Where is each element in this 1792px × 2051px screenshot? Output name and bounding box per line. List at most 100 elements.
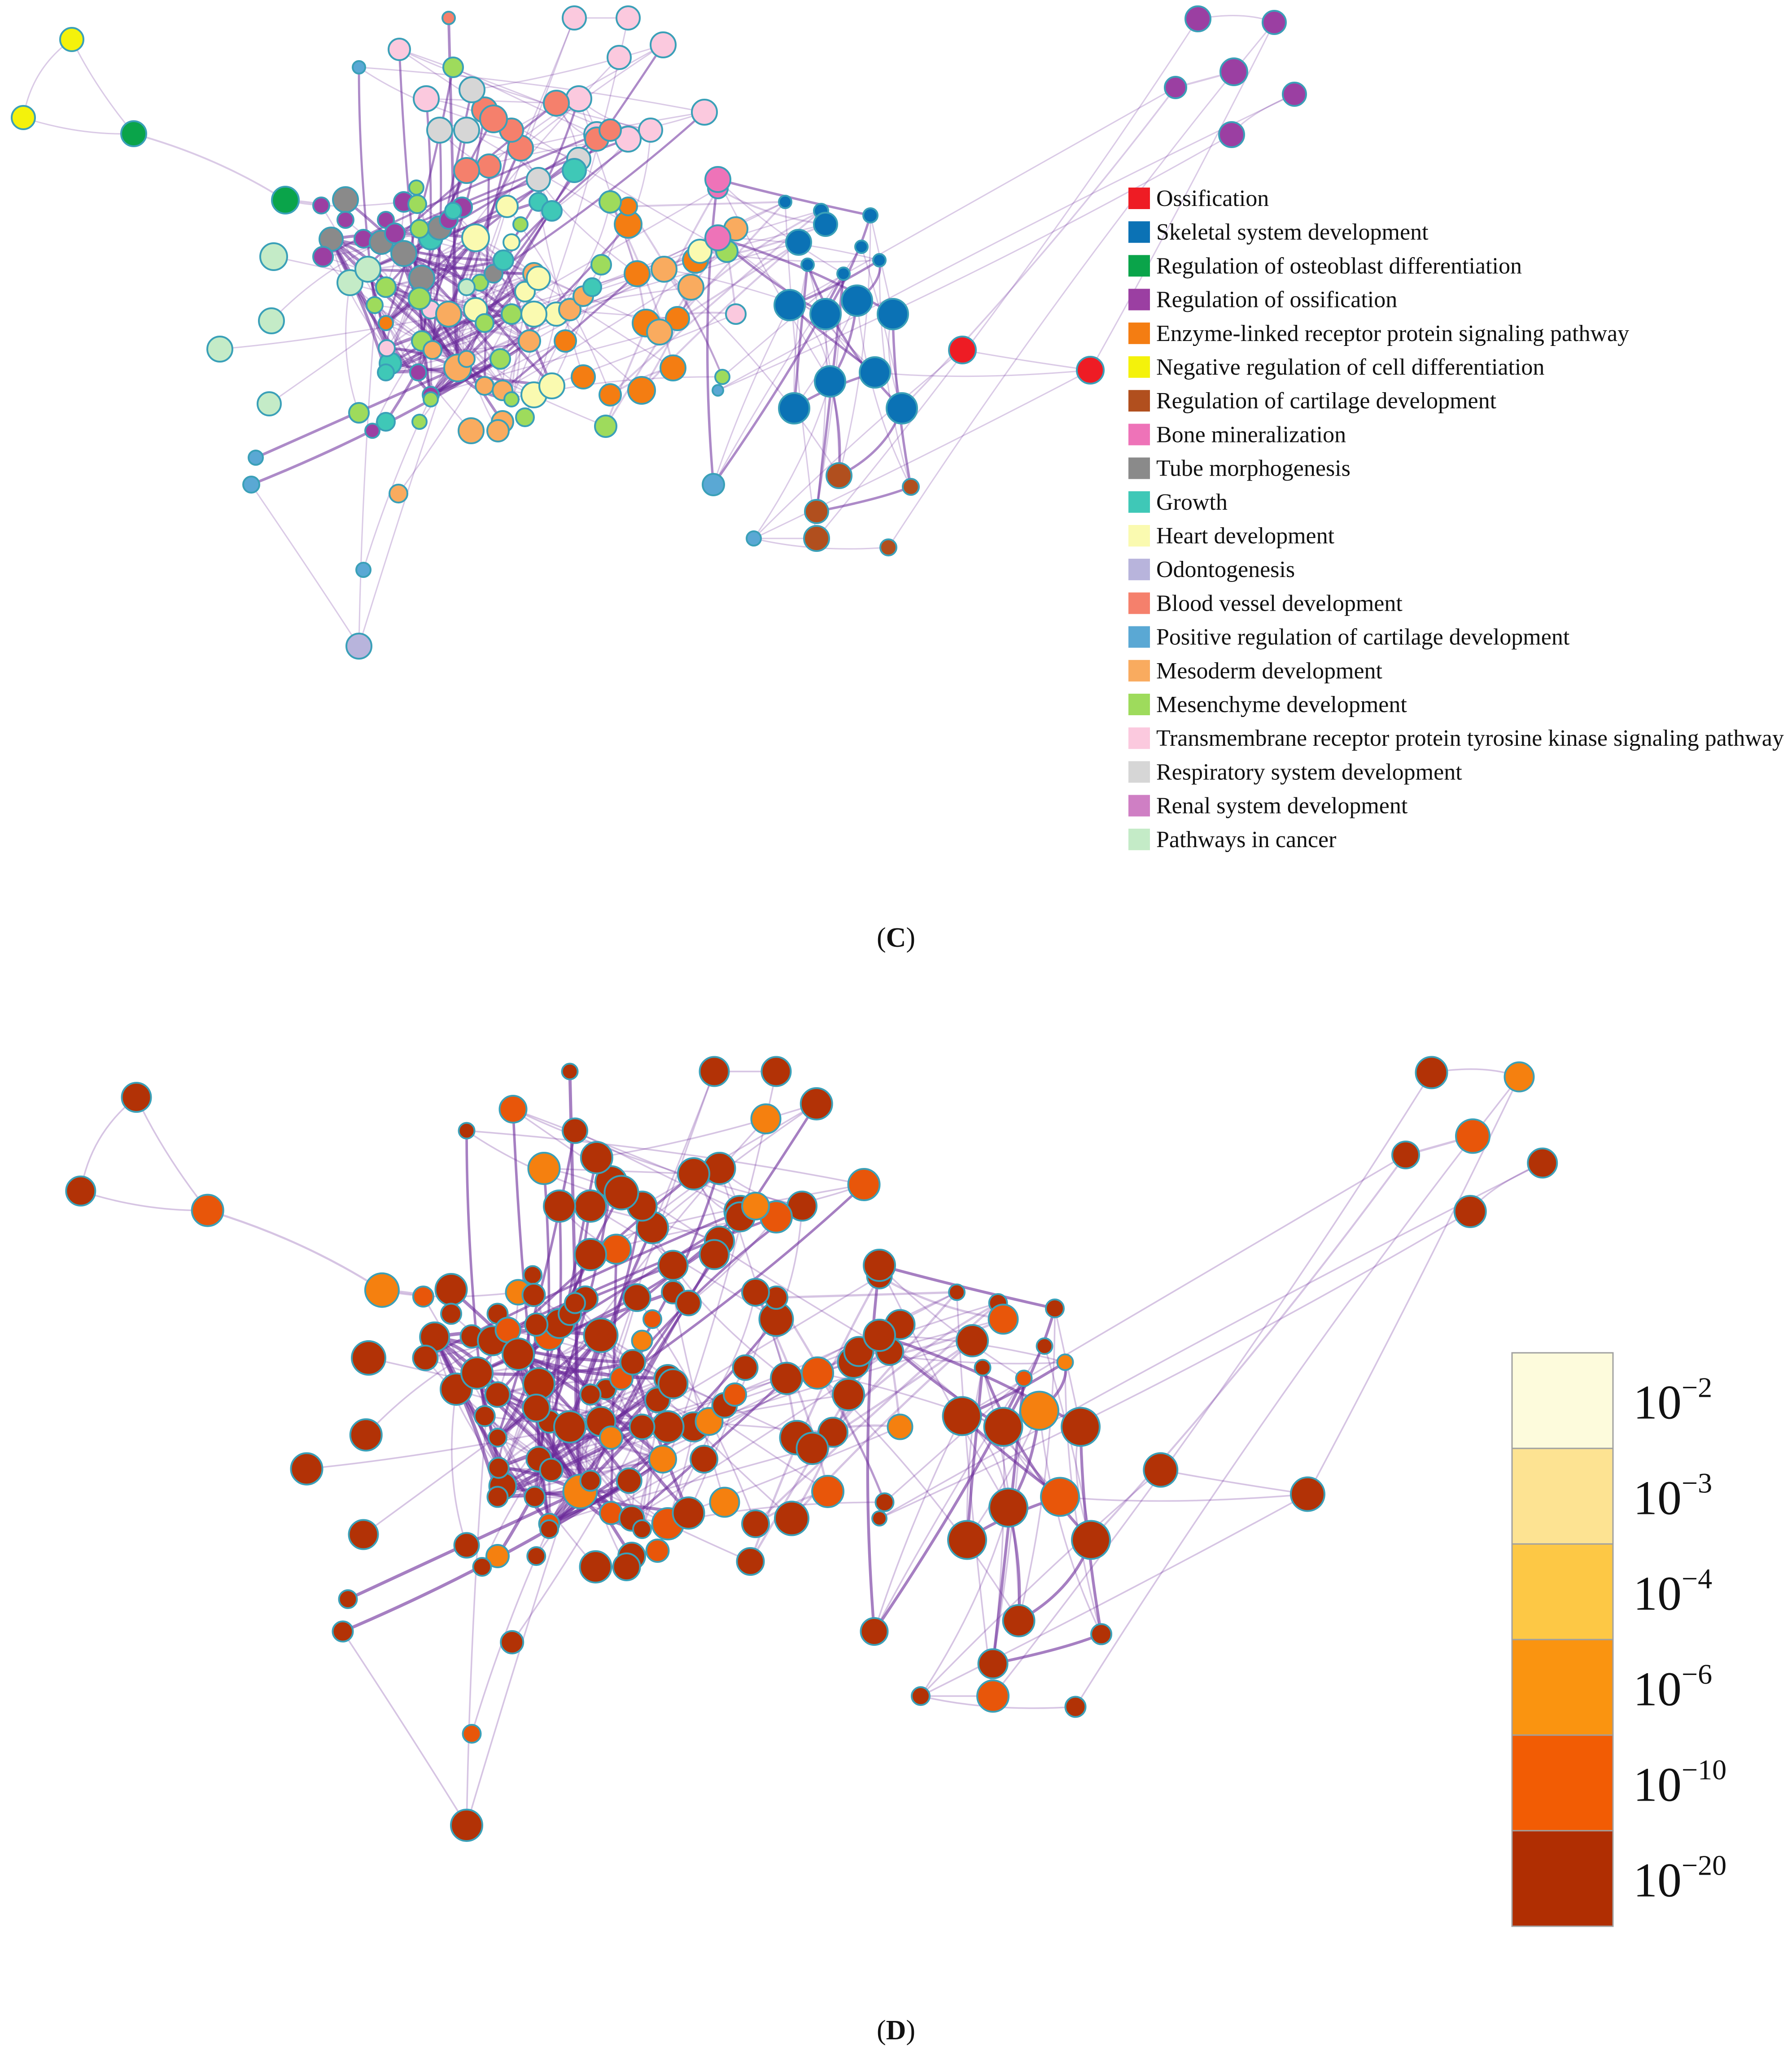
network-node: [677, 1157, 710, 1190]
legend-swatch: [1128, 289, 1150, 310]
network-node: [332, 1620, 354, 1643]
network-edge: [345, 282, 360, 413]
network-edge: [271, 241, 382, 322]
network-node: [495, 195, 519, 218]
network-node: [607, 45, 632, 70]
network-edge: [511, 44, 664, 131]
network-node: [493, 249, 514, 271]
network-edge: [472, 44, 664, 91]
network-node: [349, 1418, 383, 1452]
legend-swatch: [1128, 795, 1150, 817]
network-node: [1527, 1147, 1558, 1179]
network-node: [616, 1467, 642, 1494]
network-edge: [712, 305, 791, 485]
network-node: [651, 1410, 685, 1443]
network-node: [562, 1117, 588, 1144]
network-node: [450, 1809, 483, 1842]
network-edge: [861, 246, 903, 409]
network-node: [863, 1319, 896, 1352]
network-node: [646, 319, 673, 345]
network-node: [512, 216, 529, 232]
network-edge: [133, 133, 286, 201]
legend-label: Tube morphogenesis: [1156, 456, 1351, 481]
scale-bin: [1511, 1543, 1614, 1640]
network-edge: [879, 1211, 1471, 1519]
network-node: [832, 1378, 865, 1411]
network-node: [366, 296, 384, 314]
network-edge: [398, 314, 512, 494]
network-edge: [806, 264, 903, 409]
network-node: [911, 1686, 931, 1706]
network-edge: [322, 256, 422, 342]
network-edge: [856, 300, 912, 487]
panel-c-legend: Ossification Skeletal system development R…: [1128, 186, 1784, 853]
network-node: [1290, 1476, 1325, 1512]
network-edge: [642, 1103, 817, 1207]
network-node: [1282, 82, 1307, 107]
network-edge: [879, 1264, 1055, 1310]
scale-label: 10−6: [1633, 1658, 1712, 1716]
network-node: [453, 157, 480, 184]
network-node: [579, 1469, 602, 1492]
network-node: [750, 1103, 782, 1135]
network-node: [594, 415, 617, 438]
network-node: [723, 1382, 747, 1407]
legend-swatch: [1128, 221, 1150, 243]
network-node: [412, 1344, 439, 1371]
network-node: [242, 476, 260, 494]
network-node: [746, 530, 762, 547]
network-edge: [549, 1448, 813, 1525]
network-node: [121, 1082, 152, 1113]
network-edge: [717, 188, 826, 226]
network-node: [453, 117, 480, 144]
network-edge: [873, 1346, 1045, 1632]
network-edge: [538, 201, 584, 377]
network-node: [599, 1426, 623, 1450]
network-node: [271, 186, 300, 214]
network-node: [675, 1290, 702, 1316]
network-node: [458, 278, 476, 296]
network-node: [338, 1589, 358, 1609]
network-node: [1061, 1407, 1101, 1447]
network-node: [521, 1283, 546, 1307]
network-node: [859, 356, 891, 389]
network-edge: [879, 1275, 1004, 1321]
network-node: [803, 525, 830, 552]
network-node: [562, 5, 587, 31]
scale-label: 10−2: [1633, 1372, 1712, 1430]
network-node: [485, 1544, 510, 1568]
network-node: [725, 303, 747, 325]
legend-label: Blood vessel development: [1156, 590, 1403, 616]
network-edge: [365, 1340, 493, 1436]
network-node: [290, 1452, 323, 1486]
network-edge: [838, 215, 871, 476]
network-node: [459, 76, 485, 103]
legend-swatch: [1128, 255, 1150, 277]
legend-swatch: [1128, 828, 1150, 850]
network-edge: [793, 264, 809, 409]
network-edge: [688, 1216, 777, 1304]
network-node: [435, 301, 462, 328]
network-edge: [753, 369, 1091, 539]
network-edge: [712, 246, 862, 485]
network-node: [860, 1617, 889, 1646]
legend-label: Enzyme-linked receptor protein signaling…: [1156, 321, 1629, 346]
network-node: [384, 223, 406, 244]
network-node: [486, 419, 510, 442]
network-edge: [874, 369, 1091, 377]
network-node: [453, 1532, 480, 1559]
network-node: [650, 31, 677, 58]
network-node: [354, 256, 381, 283]
network-edge: [358, 66, 705, 113]
network-edge: [816, 485, 911, 513]
network-edge: [512, 1108, 756, 1207]
network-edge: [966, 1367, 984, 1540]
network-edge: [269, 297, 420, 405]
legend-label: Transmembrane receptor protein tyrosine …: [1156, 726, 1784, 751]
legend-label: Positive regulation of cartilage develop…: [1156, 625, 1570, 650]
scale-bin: [1511, 1830, 1614, 1927]
network-node: [538, 372, 565, 399]
legend-swatch: [1128, 592, 1150, 614]
scale-label: 10−20: [1633, 1850, 1726, 1907]
network-node: [854, 240, 869, 254]
